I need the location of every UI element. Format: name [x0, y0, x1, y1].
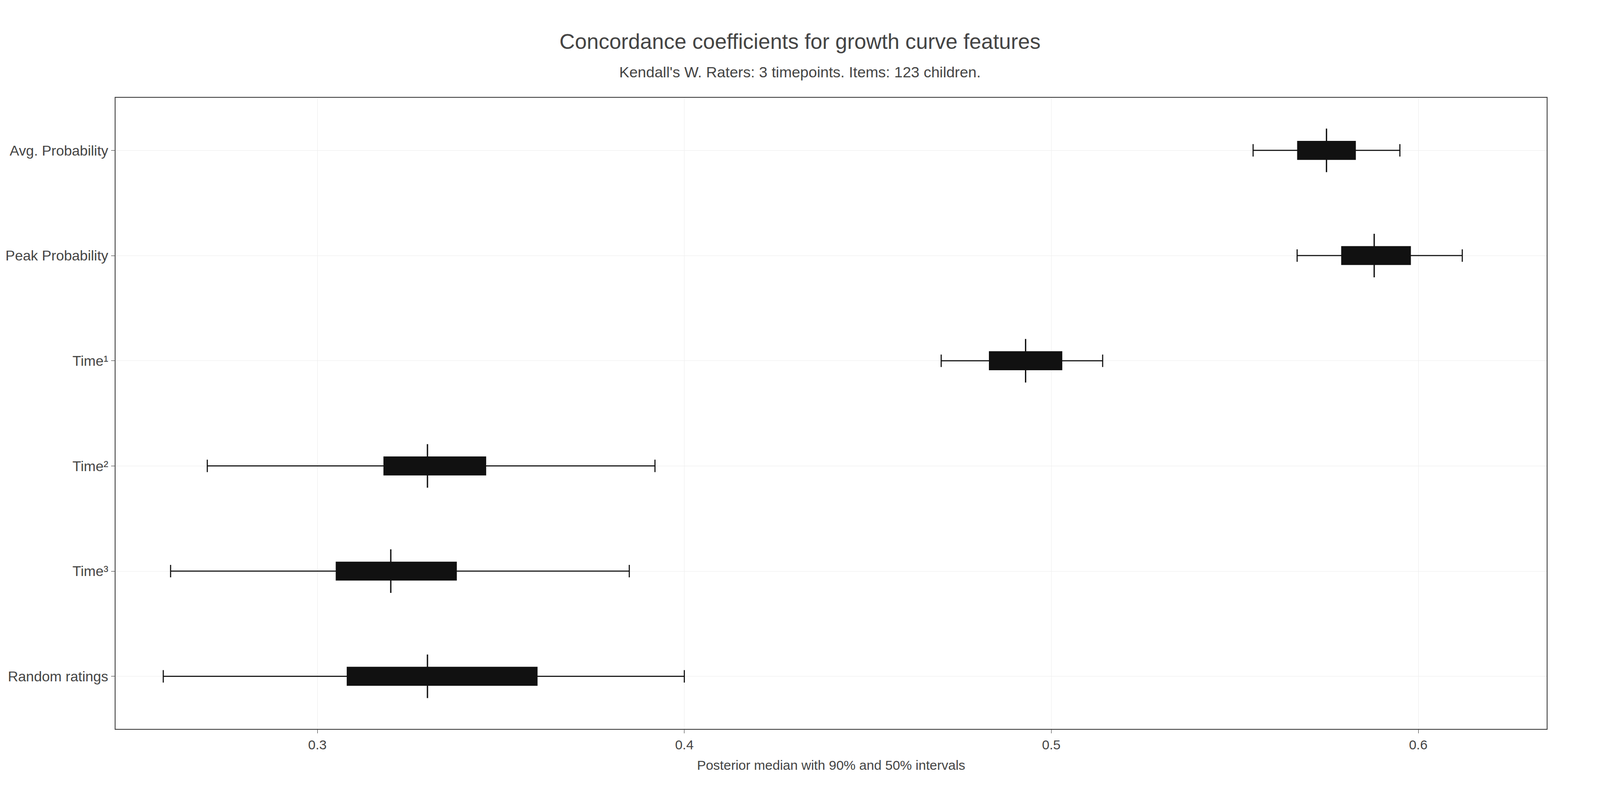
svg-text:Peak Probability: Peak Probability: [5, 247, 108, 264]
svg-text:0.4: 0.4: [675, 737, 694, 752]
svg-text:Time¹: Time¹: [72, 352, 109, 369]
svg-text:Random ratings: Random ratings: [8, 668, 109, 685]
svg-text:Time²: Time²: [72, 458, 109, 475]
svg-text:Kendall's W. Raters: 3 timepoi: Kendall's W. Raters: 3 timepoints. Items…: [619, 63, 981, 81]
svg-text:0.6: 0.6: [1408, 737, 1428, 752]
svg-text:Avg. Probability: Avg. Probability: [9, 142, 109, 159]
svg-text:Posterior median with 90% and: Posterior median with 90% and 50% interv…: [696, 757, 966, 773]
svg-text:0.3: 0.3: [308, 737, 327, 752]
svg-text:Concordance coefficients for g: Concordance coefficients for growth curv…: [559, 29, 1041, 54]
svg-text:0.5: 0.5: [1042, 737, 1061, 752]
svg-text:Time³: Time³: [72, 563, 109, 580]
